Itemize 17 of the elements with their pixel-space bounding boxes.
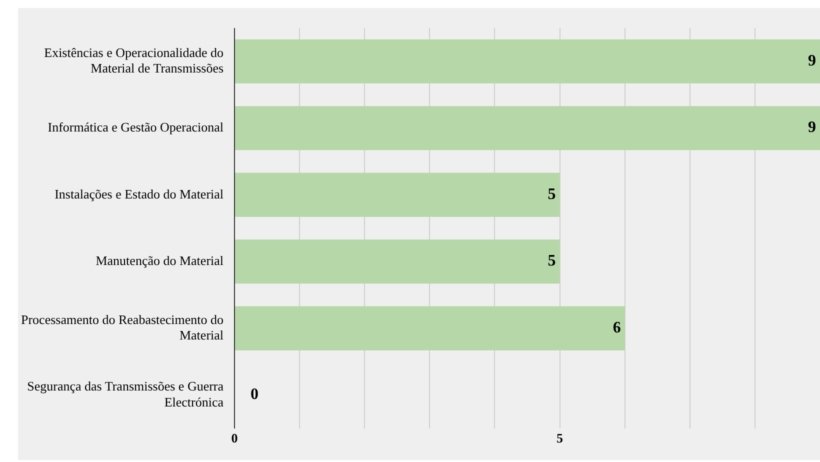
data-label: 5 — [548, 186, 556, 203]
y-tick-label: Existências e Operacionalidade do Material de Transmissões — [44, 44, 224, 76]
data-label: 0 — [250, 386, 259, 404]
bar — [235, 172, 560, 217]
data-label: 6 — [612, 319, 621, 336]
data-label: 9 — [808, 119, 816, 136]
y-tick-label: Informática e Gestão Operacional — [48, 120, 224, 135]
bar — [235, 306, 625, 350]
y-tick-label: Segurança das Transmissões e Guerra Electrónica — [27, 378, 224, 410]
y-tick-label: Instalações e Estado do Material — [54, 186, 224, 202]
data-label: 9 — [808, 52, 816, 70]
y-tick-label: Processamento do Reabastecimento do Material — [20, 312, 224, 343]
bar — [235, 106, 820, 150]
bar — [235, 240, 560, 284]
data-label: 5 — [548, 252, 556, 270]
y-tick-label: Manutenção do Material — [96, 252, 224, 268]
bar — [235, 39, 820, 84]
